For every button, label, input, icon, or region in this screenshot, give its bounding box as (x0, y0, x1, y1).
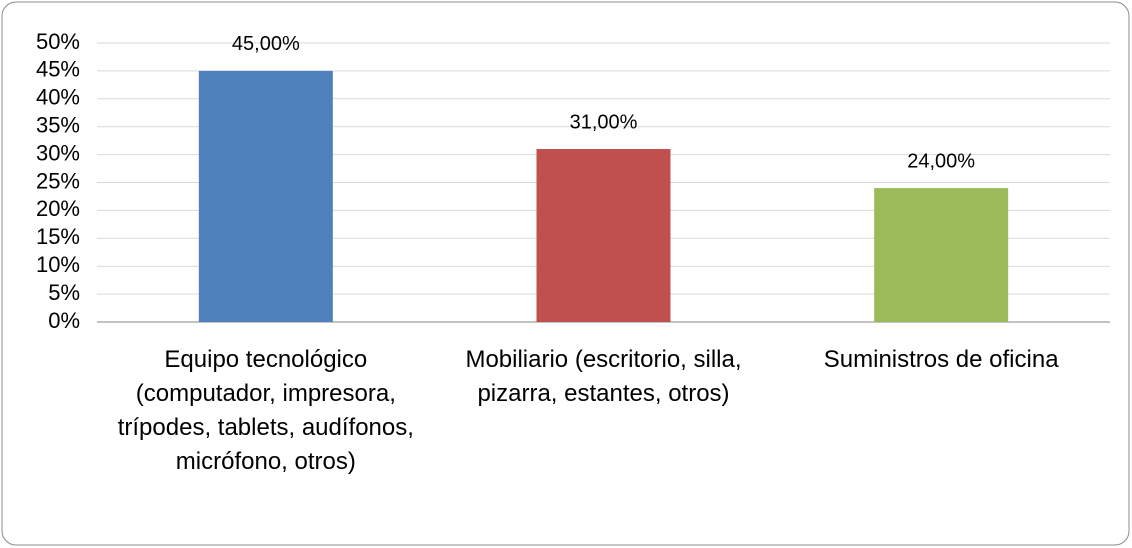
y-tick-label: 50% (36, 29, 80, 54)
y-tick-label: 15% (36, 224, 80, 249)
bar (198, 70, 333, 323)
x-tick-label: Mobiliario (escritorio, silla, pizarra, … (465, 346, 742, 407)
y-tick-label: 20% (36, 196, 80, 221)
y-tick-label: 40% (36, 85, 80, 110)
data-label: 45,00% (232, 33, 300, 55)
y-tick-label: 45% (36, 57, 80, 82)
y-tick-label: 25% (36, 168, 80, 193)
bar (536, 149, 671, 322)
y-tick-label: 0% (48, 308, 80, 333)
bar (874, 188, 1009, 322)
x-tick-label: Suministros de oficina (823, 346, 1059, 373)
data-label: 31,00% (570, 111, 638, 133)
y-tick-label: 35% (36, 113, 80, 138)
x-tick-label: Equipo tecnológico (computador, impresor… (117, 346, 414, 475)
y-tick-label: 10% (36, 252, 80, 277)
y-tick-label: 30% (36, 140, 80, 165)
y-tick-label: 5% (48, 280, 80, 305)
data-label: 24,00% (907, 150, 975, 172)
